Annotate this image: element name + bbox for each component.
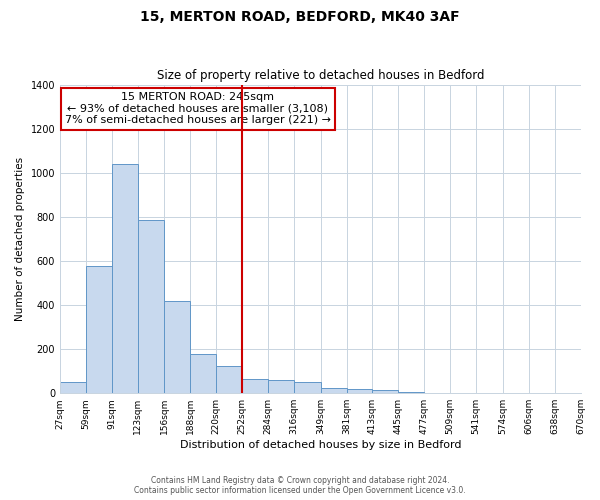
Bar <box>86 266 112 393</box>
X-axis label: Distribution of detached houses by size in Bedford: Distribution of detached houses by size … <box>179 440 461 450</box>
Bar <box>138 220 164 393</box>
Bar <box>164 300 190 393</box>
Bar <box>242 379 268 393</box>
Bar <box>373 390 398 393</box>
Bar <box>60 382 86 393</box>
Title: Size of property relative to detached houses in Bedford: Size of property relative to detached ho… <box>157 69 484 82</box>
Bar <box>347 389 373 393</box>
Text: 15 MERTON ROAD: 245sqm
← 93% of detached houses are smaller (3,108)
7% of semi-d: 15 MERTON ROAD: 245sqm ← 93% of detached… <box>65 92 331 126</box>
Text: Contains HM Land Registry data © Crown copyright and database right 2024.
Contai: Contains HM Land Registry data © Crown c… <box>134 476 466 495</box>
Bar <box>320 388 347 393</box>
Bar <box>190 354 216 393</box>
Bar <box>294 382 320 393</box>
Bar <box>268 380 294 393</box>
Y-axis label: Number of detached properties: Number of detached properties <box>15 157 25 321</box>
Bar <box>112 164 138 393</box>
Bar <box>398 392 424 393</box>
Text: 15, MERTON ROAD, BEDFORD, MK40 3AF: 15, MERTON ROAD, BEDFORD, MK40 3AF <box>140 10 460 24</box>
Bar <box>216 366 242 393</box>
